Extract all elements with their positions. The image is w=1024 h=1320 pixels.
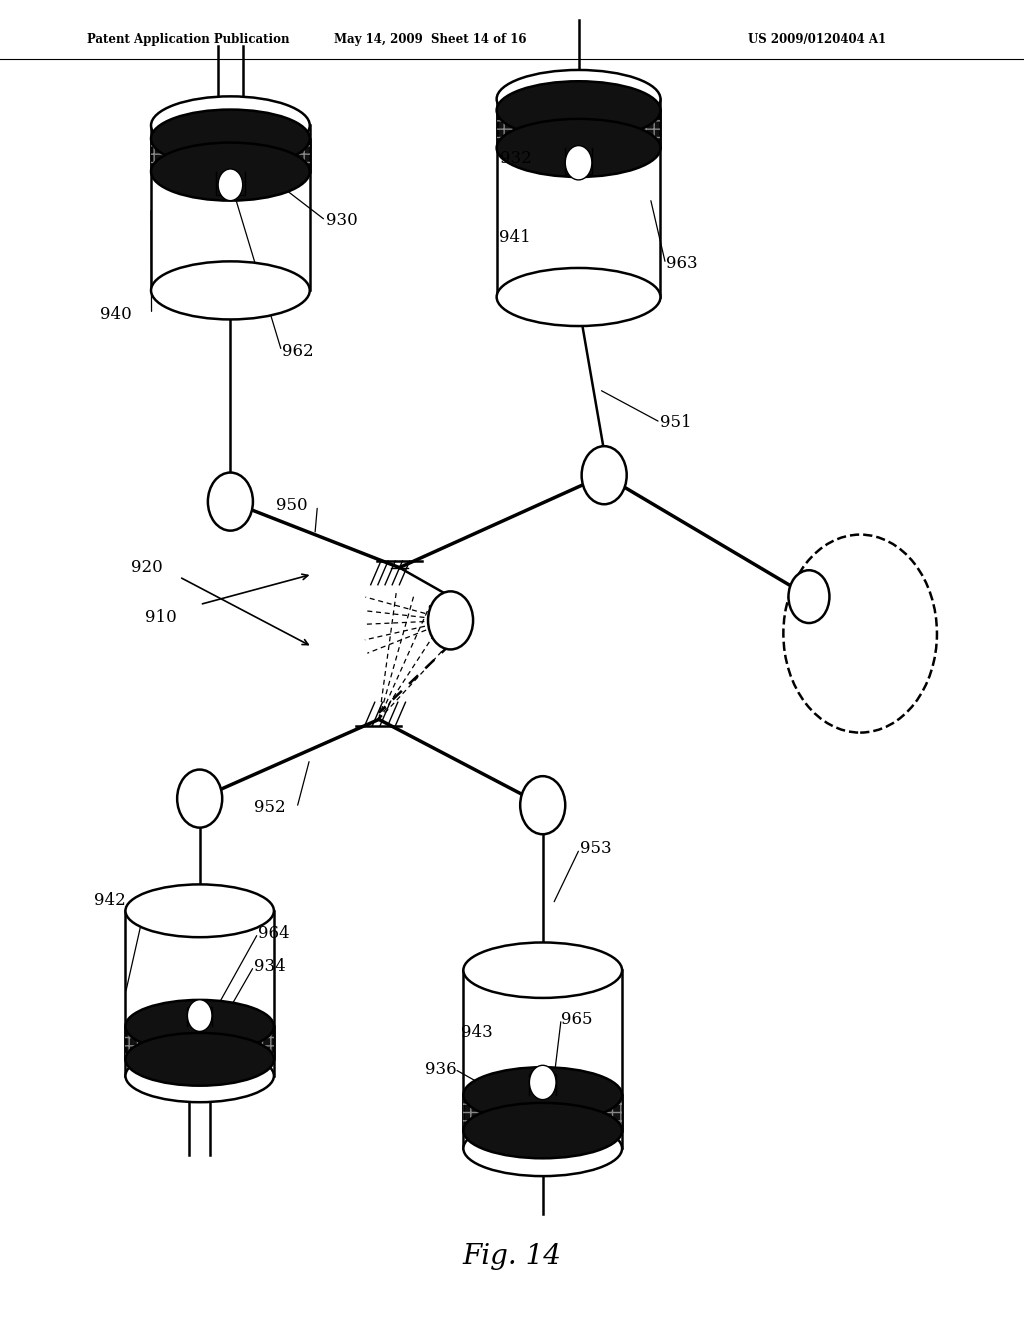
Text: 953: 953 (580, 841, 611, 857)
Text: May 14, 2009  Sheet 14 of 16: May 14, 2009 Sheet 14 of 16 (334, 33, 526, 46)
Bar (463, 1096, 623, 1130)
Ellipse shape (125, 1032, 274, 1085)
Bar (152, 139, 309, 172)
Text: 932: 932 (500, 150, 531, 166)
Circle shape (428, 591, 473, 649)
Bar (463, 1096, 623, 1130)
Text: 963: 963 (666, 256, 697, 272)
Bar (152, 139, 309, 172)
Bar (126, 911, 274, 1076)
Ellipse shape (152, 110, 309, 168)
Ellipse shape (463, 1067, 623, 1122)
Text: 952: 952 (254, 800, 286, 816)
Bar (463, 970, 623, 1148)
Ellipse shape (497, 82, 660, 140)
Ellipse shape (463, 1121, 623, 1176)
Circle shape (218, 169, 243, 201)
Ellipse shape (125, 884, 274, 937)
Text: 951: 951 (660, 414, 692, 430)
Text: 930: 930 (326, 213, 357, 228)
Text: 965: 965 (561, 1011, 593, 1027)
Bar (126, 1027, 274, 1059)
Circle shape (177, 770, 222, 828)
Ellipse shape (497, 119, 660, 177)
Text: 942: 942 (94, 892, 126, 908)
Text: Fig. 14: Fig. 14 (463, 1243, 561, 1270)
Text: 936: 936 (425, 1061, 457, 1077)
Text: 943: 943 (461, 1024, 493, 1040)
Circle shape (529, 1065, 556, 1100)
Circle shape (565, 145, 592, 180)
Text: 964: 964 (258, 925, 290, 941)
Circle shape (788, 570, 829, 623)
Circle shape (520, 776, 565, 834)
Ellipse shape (152, 96, 309, 154)
Ellipse shape (125, 1001, 274, 1053)
Circle shape (582, 446, 627, 504)
Ellipse shape (152, 261, 309, 319)
Circle shape (208, 473, 253, 531)
Bar (497, 111, 660, 148)
Text: 910: 910 (145, 610, 177, 626)
Ellipse shape (125, 1049, 274, 1102)
Text: 941: 941 (499, 230, 530, 246)
Text: 950: 950 (276, 498, 308, 513)
Bar (126, 1027, 274, 1059)
Ellipse shape (463, 1104, 623, 1159)
Text: 962: 962 (282, 343, 313, 359)
Text: US 2009/0120404 A1: US 2009/0120404 A1 (748, 33, 886, 46)
Ellipse shape (152, 143, 309, 201)
Circle shape (187, 999, 212, 1031)
Ellipse shape (463, 942, 623, 998)
Text: Patent Application Publication: Patent Application Publication (87, 33, 290, 46)
Text: 920: 920 (131, 560, 163, 576)
Bar (497, 111, 660, 148)
Bar (497, 99, 660, 297)
Ellipse shape (497, 70, 660, 128)
Text: 940: 940 (100, 306, 132, 322)
Ellipse shape (497, 268, 660, 326)
Text: 934: 934 (254, 958, 286, 974)
Bar (152, 125, 309, 290)
